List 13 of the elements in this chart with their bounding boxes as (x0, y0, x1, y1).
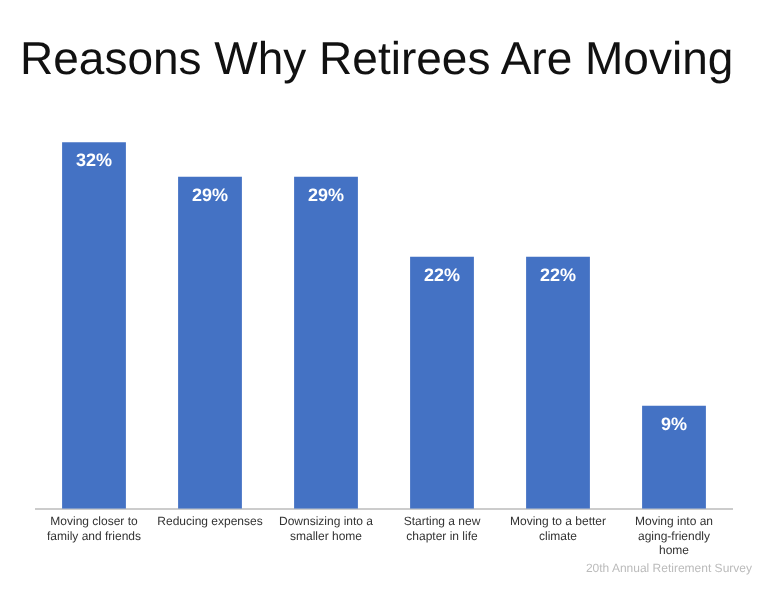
bar (294, 176, 358, 509)
data-label: 32% (75, 150, 113, 171)
bar (178, 176, 242, 509)
chart-title: Reasons Why Retirees Are Moving (20, 32, 734, 86)
bar (526, 256, 590, 509)
bar (410, 256, 474, 509)
data-label: 29% (191, 184, 229, 205)
data-label: 22% (423, 264, 461, 285)
data-label: 9% (660, 413, 688, 434)
bar (62, 142, 126, 509)
bar (642, 405, 706, 509)
data-label: 29% (307, 184, 345, 205)
data-label: 22% (539, 264, 577, 285)
